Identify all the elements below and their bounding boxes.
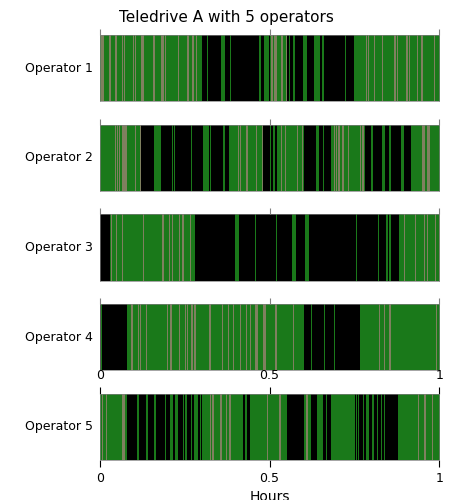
X-axis label: Hours: Hours <box>249 490 290 500</box>
Y-axis label: Operator 3: Operator 3 <box>25 241 93 254</box>
Y-axis label: Operator 1: Operator 1 <box>25 62 93 74</box>
Text: Teledrive A with 5 operators: Teledrive A with 5 operators <box>119 10 334 25</box>
Y-axis label: Operator 5: Operator 5 <box>25 420 93 434</box>
Y-axis label: Operator 4: Operator 4 <box>25 330 93 344</box>
Y-axis label: Operator 2: Operator 2 <box>25 152 93 164</box>
